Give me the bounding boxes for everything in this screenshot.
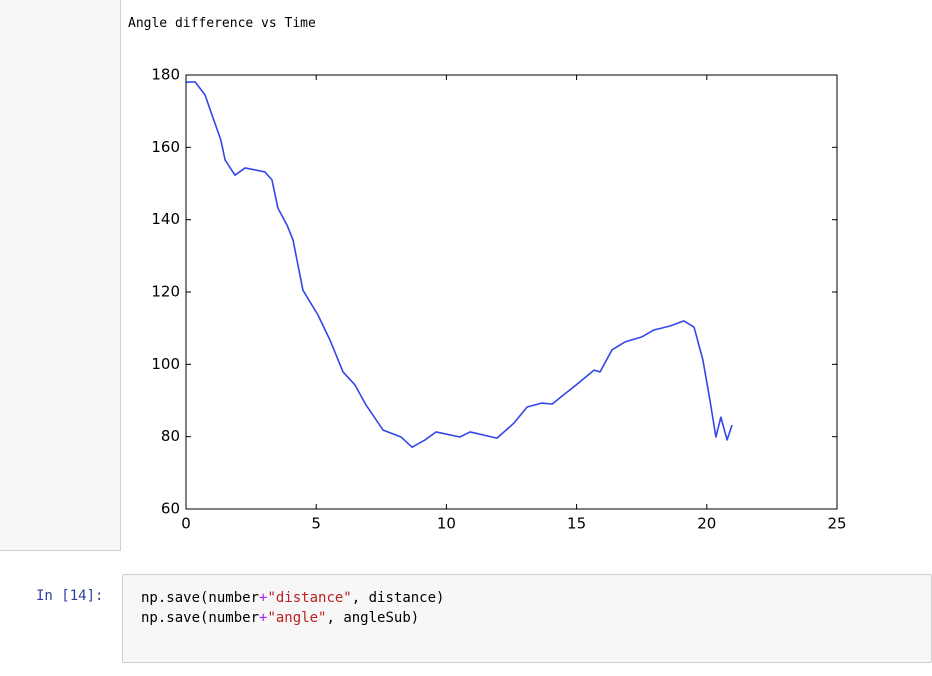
code-token: np.save(number <box>141 590 260 606</box>
y-tick-label: 180 <box>151 66 180 84</box>
code-token: + <box>259 590 268 606</box>
code-line: np.save(number+"angle", angleSub) <box>141 608 444 628</box>
chart: 0 5 10 15 20 25 60 80 100 120 140 160 180 <box>151 66 846 533</box>
code-line: np.save(number+"distance", distance) <box>141 588 444 608</box>
code-token: np.save(number <box>141 610 260 626</box>
x-tick-label: 0 <box>181 515 191 533</box>
code-token: "distance" <box>267 590 352 606</box>
code-cell[interactable]: np.save(number+"distance", distance) np.s… <box>122 574 932 663</box>
y-tick-label: 100 <box>151 355 180 373</box>
y-tick-label: 120 <box>151 283 180 301</box>
data-line <box>185 81 733 448</box>
x-tick-label: 10 <box>437 515 456 533</box>
x-tick-label: 15 <box>567 515 586 533</box>
code-token: , angleSub) <box>326 610 420 626</box>
y-tick-label: 60 <box>161 500 180 518</box>
output-prompt-area <box>0 0 121 551</box>
y-tick-label: 160 <box>151 138 180 156</box>
code-token: + <box>259 610 268 626</box>
y-tick-label: 140 <box>151 210 180 228</box>
code-token: "angle" <box>267 610 327 626</box>
code-token: , distance) <box>351 590 445 606</box>
x-tick-label: 20 <box>697 515 716 533</box>
x-tick-label: 5 <box>311 515 321 533</box>
y-tick-label: 80 <box>161 427 180 445</box>
cell-prompt: In [14]: <box>36 588 104 604</box>
axes-frame <box>185 74 838 510</box>
output-text: Angle difference vs Time <box>128 16 316 31</box>
code: np.save(number+"distance", distance) np.s… <box>141 588 444 628</box>
x-tick-label: 25 <box>827 515 846 533</box>
